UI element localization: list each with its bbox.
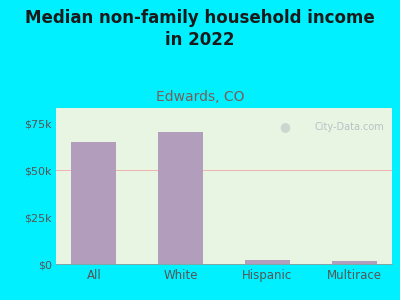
Bar <box>158 132 203 264</box>
Bar <box>71 142 116 264</box>
Text: Median non-family household income
in 2022: Median non-family household income in 20… <box>25 9 375 49</box>
Bar <box>332 261 377 264</box>
Text: City-Data.com: City-Data.com <box>315 122 384 132</box>
Bar <box>245 260 290 264</box>
Text: Edwards, CO: Edwards, CO <box>156 90 244 104</box>
Text: ●: ● <box>279 120 290 133</box>
